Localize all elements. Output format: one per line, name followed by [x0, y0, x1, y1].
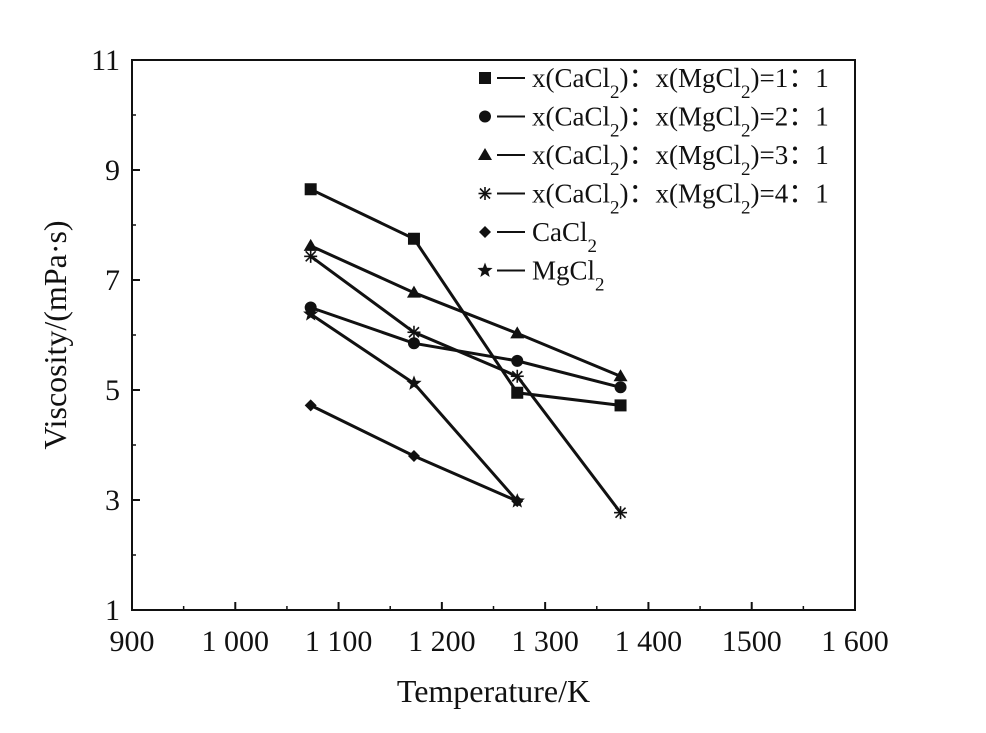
series-asterisk: [304, 249, 628, 520]
triangle-marker: [613, 369, 628, 382]
diamond-marker: [304, 399, 317, 412]
circle-marker: [479, 110, 491, 123]
asterisk-marker: [614, 506, 628, 520]
legend-entry: MgCl2: [477, 256, 605, 296]
series-line: [310, 306, 621, 389]
asterisk-marker: [407, 325, 421, 339]
x-axis: 900 1 000 1 100 1 200 1 300 1 400 1500 1 600: [110, 602, 889, 658]
y-tick-label: 5: [105, 374, 120, 407]
legend-label: x(CaCl2)：x(MgCl2)=4：1: [532, 179, 829, 219]
square-marker: [304, 183, 317, 196]
series-diamond: [304, 399, 524, 508]
y-tick-label: 7: [105, 264, 120, 297]
plot-frame: [131, 59, 856, 611]
x-tick-label: 900: [110, 625, 155, 658]
x-tick-label: 1 400: [615, 625, 683, 658]
diamond-marker: [407, 450, 420, 462]
x-tick-label: 1500: [722, 625, 782, 658]
y-tick-label: 1: [105, 594, 120, 627]
diamond-marker: [479, 226, 491, 238]
y-axis: 1 3 5 7 9 11: [91, 44, 140, 627]
x-tick-label: 1 600: [821, 625, 889, 658]
series-triangle: [303, 238, 628, 382]
legend-label: CaCl2: [532, 217, 597, 257]
star-marker: [406, 375, 422, 390]
triangle-marker: [406, 285, 421, 298]
square-marker: [479, 72, 491, 84]
star-marker: [509, 493, 525, 508]
x-tick-label: 1 300: [511, 625, 579, 658]
series-line: [309, 255, 622, 514]
y-axis-title: Viscosity/(mPa·s): [37, 220, 73, 449]
series-line: [310, 187, 621, 407]
legend-label: MgCl2: [532, 256, 605, 296]
y-tick-label: 11: [91, 44, 120, 77]
circle-marker: [407, 337, 420, 350]
series-square: [304, 183, 627, 412]
x-axis-title: Temperature/K: [397, 673, 590, 709]
circle-marker: [511, 354, 524, 367]
asterisk-marker: [304, 249, 318, 263]
legend-entry: x(CaCl2)：x(MgCl2)=2：1: [479, 102, 829, 142]
series-line: [310, 244, 622, 378]
y-tick-label: 9: [105, 154, 120, 187]
series-circle: [304, 301, 627, 394]
legend-entry: CaCl2: [479, 217, 597, 257]
y-tick-label: 3: [105, 484, 120, 517]
square-marker: [407, 232, 420, 245]
series-layer: [303, 183, 628, 520]
triangle-marker: [303, 238, 318, 251]
legend: x(CaCl2)：x(MgCl2)=1：1x(CaCl2)：x(MgCl2)=2…: [477, 63, 829, 296]
circle-marker: [614, 381, 627, 394]
square-marker: [511, 386, 524, 399]
legend-label: x(CaCl2)：x(MgCl2)=3：1: [532, 140, 829, 180]
legend-label: x(CaCl2)：x(MgCl2)=1：1: [532, 63, 829, 103]
star-marker: [477, 262, 493, 277]
x-tick-label: 1 200: [408, 625, 476, 658]
x-tick-label: 1 000: [202, 625, 270, 658]
square-marker: [614, 399, 627, 412]
asterisk-marker: [478, 187, 492, 200]
legend-entry: x(CaCl2)：x(MgCl2)=4：1: [478, 179, 829, 219]
legend-label: x(CaCl2)：x(MgCl2)=2：1: [532, 102, 829, 142]
star-marker: [303, 306, 319, 321]
triangle-marker: [478, 148, 492, 160]
triangle-marker: [510, 326, 525, 339]
x-tick-label: 1 100: [305, 625, 373, 658]
legend-entry: x(CaCl2)：x(MgCl2)=1：1: [479, 63, 829, 103]
series-star: [303, 306, 525, 508]
legend-entry: x(CaCl2)：x(MgCl2)=3：1: [478, 140, 829, 180]
asterisk-marker: [510, 369, 524, 383]
